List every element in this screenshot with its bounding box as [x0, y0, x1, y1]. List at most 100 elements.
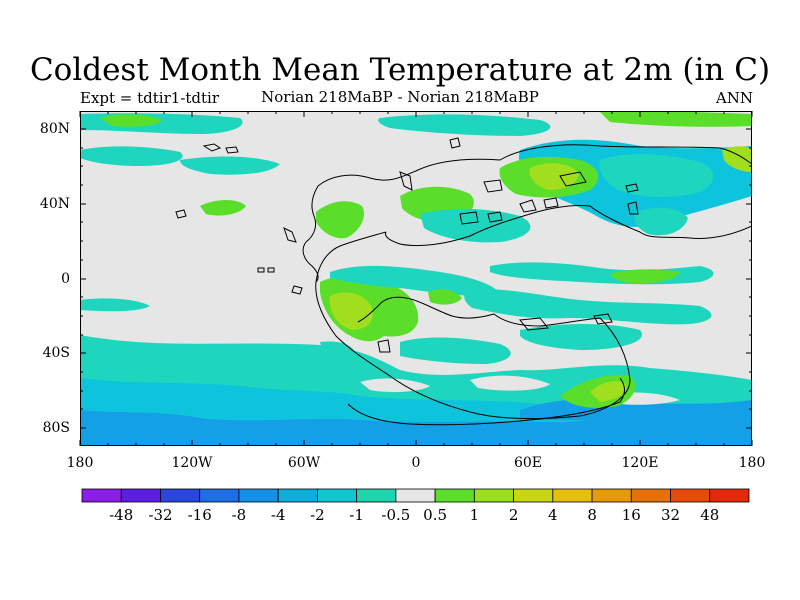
- southern-band-blue: [80, 410, 752, 446]
- lat-label-80s: 80S: [42, 420, 70, 436]
- island-15: [377, 339, 391, 353]
- north-pangaea-cyan-east-2: [599, 154, 714, 198]
- island-2: [225, 146, 239, 154]
- tethys-cyan-band: [464, 289, 712, 325]
- lon-label-0: 0: [411, 455, 421, 471]
- island-3: [283, 227, 297, 243]
- colorbar-swatch: [630, 488, 671, 503]
- island-19: [257, 267, 265, 273]
- island-7: [559, 171, 587, 187]
- coastlines: [175, 137, 752, 426]
- period-label: Norian 218MaBP - Norian 218MaBP: [261, 88, 539, 106]
- island-5: [449, 137, 461, 149]
- pangaea-cyan-north: [330, 265, 500, 297]
- island-12: [459, 211, 479, 225]
- island-14: [519, 317, 549, 331]
- colorbar-swatch: [670, 488, 711, 503]
- island-9: [627, 201, 639, 215]
- colorbar-swatch: [160, 488, 201, 503]
- colorbar-label: -8: [231, 506, 247, 524]
- colorbar-label: -1: [349, 506, 364, 524]
- lat-label-40n: 40N: [39, 196, 70, 212]
- lon-label-180e: 180: [738, 455, 766, 471]
- lon-label-120e: 120E: [621, 455, 659, 471]
- pacific-cyan-north: [80, 146, 183, 166]
- colorbar-label: -32: [148, 506, 173, 524]
- antarctic-coastline: [347, 377, 625, 426]
- island-17: [593, 313, 613, 325]
- season-label: ANN: [715, 89, 753, 107]
- colorbar: [81, 488, 750, 503]
- island-10: [519, 199, 537, 213]
- colorbar-label: 4: [548, 506, 558, 524]
- pacific-cyan-north-2: [180, 156, 280, 175]
- island-6: [483, 179, 503, 193]
- colorbar-swatch: [277, 488, 318, 503]
- lat-label-0: 0: [61, 271, 70, 287]
- north-pangaea-cyan-mid: [420, 208, 531, 243]
- island-18: [175, 209, 187, 219]
- north-pangaea-green-west: [316, 201, 365, 239]
- south-atlantic-cyan: [400, 337, 511, 364]
- lon-label-120w: 120W: [171, 455, 213, 471]
- experiment-label: Expt = tdtir1-tdtir: [80, 89, 220, 107]
- colorbar-label: 0.5: [423, 506, 448, 524]
- colorbar-label: 2: [508, 506, 519, 524]
- colorbar-label: -48: [109, 506, 134, 524]
- siberia-yellowgreen: [529, 163, 579, 190]
- colorbar-label: 32: [660, 506, 681, 524]
- colorbar-swatch: [552, 488, 593, 503]
- colorbar-swatch: [317, 488, 358, 503]
- lat-label-80n: 80N: [39, 121, 70, 137]
- arctic-cyan-mid: [378, 114, 551, 136]
- pangaea-coastline: [302, 144, 752, 420]
- southern-neutral-1: [360, 378, 430, 393]
- lon-label-60e: 60E: [513, 455, 543, 471]
- colorbar-label: 1: [469, 506, 480, 524]
- colorbar-swatch: [120, 488, 161, 503]
- colorbar-swatch: [709, 488, 750, 503]
- colorbar-swatch: [238, 488, 279, 503]
- east-asia-cyan: [634, 207, 688, 236]
- south-pacific-cyan-west: [80, 298, 150, 312]
- colorbar-swatch: [199, 488, 240, 503]
- colorbar-swatch: [356, 488, 397, 503]
- colorbar-label: -0.5: [381, 506, 411, 524]
- lon-ticks: [79, 111, 753, 446]
- africa-green-small: [428, 289, 462, 305]
- northeast-yellowgreen: [722, 146, 752, 172]
- colorbar-label: 8: [587, 506, 597, 524]
- island-13: [487, 211, 503, 223]
- tropical-green-east: [610, 269, 680, 284]
- colorbar-label: 16: [621, 506, 641, 524]
- pangaea-yellowgreen: [330, 292, 373, 330]
- colorbar-label: -16: [187, 506, 212, 524]
- colorbar-swatch: [81, 488, 122, 503]
- colorbar-label: -2: [310, 506, 325, 524]
- colorbar-swatch: [395, 488, 436, 503]
- island-8: [625, 183, 639, 193]
- map-frame: [79, 111, 753, 446]
- lat-label-40s: 40S: [42, 345, 70, 361]
- lon-label-180w: 180: [66, 455, 94, 471]
- lat-ticks: [80, 128, 752, 429]
- colorbar-swatch: [434, 488, 475, 503]
- colorbar-label: -4: [270, 506, 286, 524]
- colorbar-swatch: [591, 488, 632, 503]
- island-1: [202, 143, 222, 152]
- island-11: [543, 197, 559, 209]
- arctic-green-west: [100, 114, 162, 127]
- island-20: [267, 267, 275, 273]
- chart-title: Coldest Month Mean Temperature at 2m (in…: [29, 52, 771, 88]
- island-4: [399, 171, 413, 191]
- antarctic-yellow-patch: [590, 381, 627, 402]
- arctic-green-mid: [600, 111, 752, 127]
- colorbar-swatch: [513, 488, 554, 503]
- lon-label-60w: 60W: [287, 455, 321, 471]
- colorbar-label: 48: [700, 506, 720, 524]
- pacific-green-blob: [200, 200, 246, 216]
- colorbar-swatch: [473, 488, 514, 503]
- map-panel: [80, 111, 752, 446]
- island-16: [291, 285, 303, 295]
